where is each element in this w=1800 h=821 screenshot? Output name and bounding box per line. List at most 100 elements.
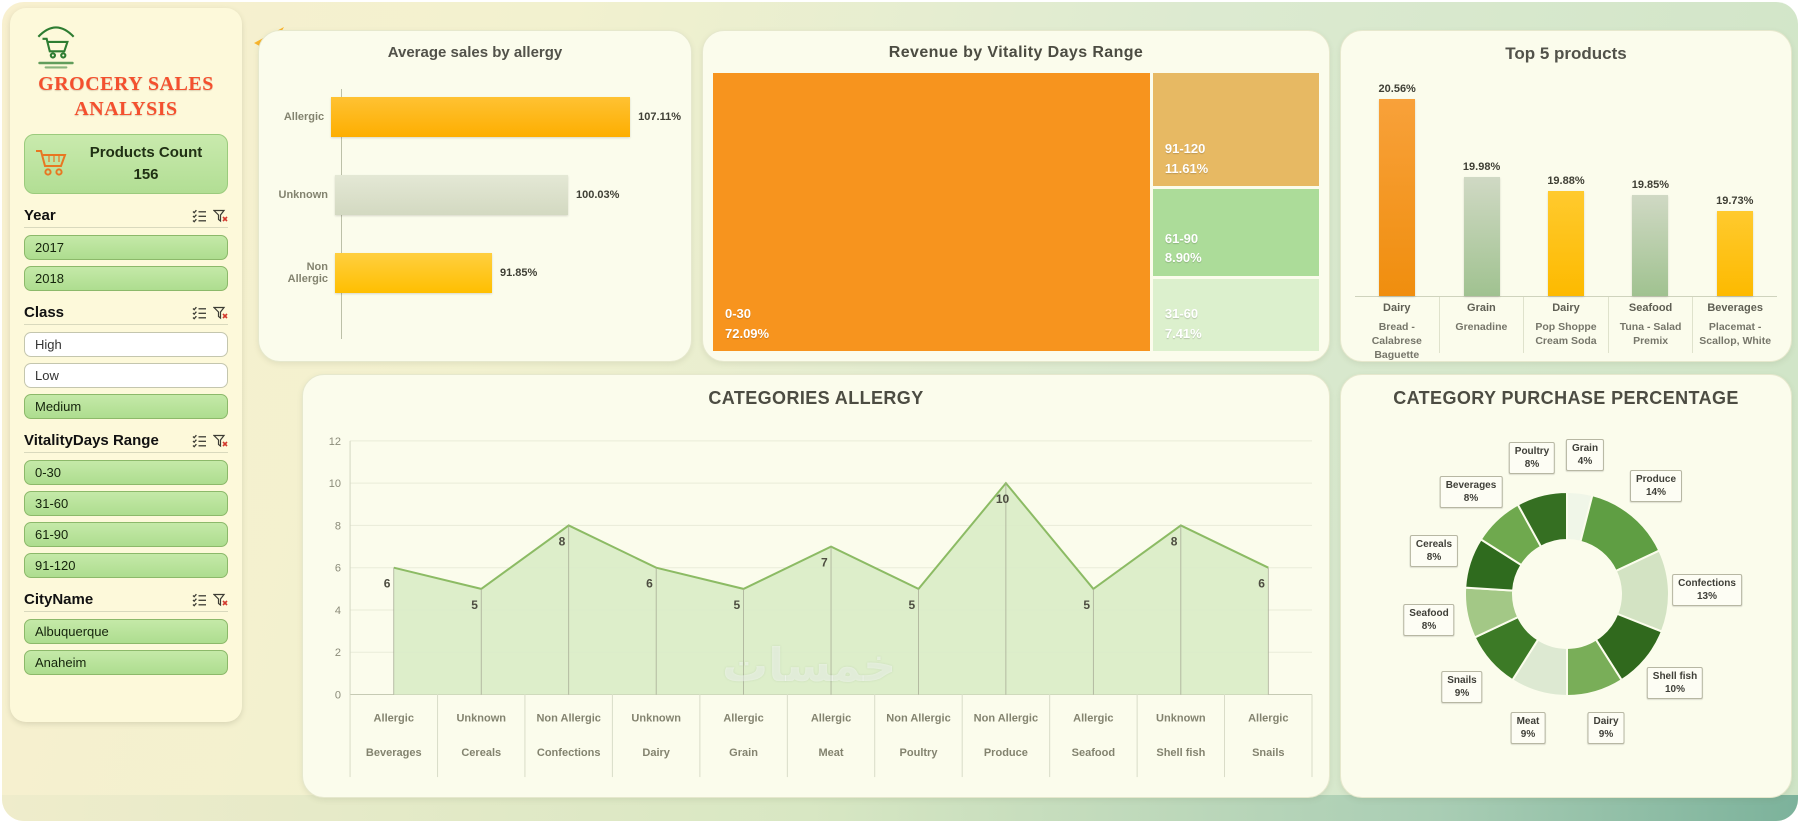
clear-filter-icon[interactable] [213,306,228,320]
column-bar[interactable] [1463,177,1500,296]
svg-text:Non Allergic: Non Allergic [974,712,1038,724]
svg-text:Non Allergic: Non Allergic [886,712,950,724]
svg-text:0: 0 [335,690,341,702]
svg-text:5: 5 [471,598,478,612]
svg-text:5: 5 [1083,598,1090,612]
donut-label-produce: Produce 14% [1629,470,1683,502]
hbar-row: Unknown 100.03% [271,175,681,215]
slicer-item-61-90[interactable]: 61-90 [24,522,228,547]
slicer-item-low[interactable]: Low [24,363,228,388]
category-label: Allergic [283,111,325,123]
panel-revenue-by-vitality: Revenue by Vitality Days Range 0-30 72.09… [702,30,1330,362]
column-label-cell: Grain Grenadine [1438,297,1524,353]
svg-text:Dairy: Dairy [642,747,670,759]
chart-title-top5: Top 5 products [1505,44,1627,63]
svg-text:Allergic: Allergic [811,712,851,724]
svg-text:Grain: Grain [729,747,758,759]
svg-text:Confections: Confections [537,747,601,759]
bar-track: 100.03% [335,175,681,215]
slicer-header: Class [24,304,228,325]
svg-text:Beverages: Beverages [366,747,422,759]
svg-text:Allergic: Allergic [1248,712,1288,724]
column-label-cell: Seafood Tuna - Salad Premix [1607,297,1693,353]
donut-label-shell-fish: Shell fish 10% [1646,667,1704,699]
clear-filter-icon[interactable] [213,593,228,607]
svg-text:Unknown: Unknown [456,712,506,724]
column-bar[interactable] [1632,195,1669,296]
shopping-cart-icon [35,147,69,182]
bar-unknown[interactable] [335,175,568,215]
column-bread-calabrese-baguette: 20.56% [1379,83,1416,296]
treemap-chart: 0-30 72.09% 91-120 11.61% 61-90 8.90% 31-60 7.4… [713,73,1319,351]
column-bar[interactable] [1547,191,1584,296]
column-product-label: Placemat - Scallop, White [1699,321,1772,348]
slicer-title: Class [24,304,65,321]
checklist-icon[interactable] [192,209,207,223]
donut-label-beverages: Beverages 8% [1439,476,1503,508]
slicer-item-31-60[interactable]: 31-60 [24,491,228,516]
slicer-cityname: CityName Albuquerque Anaheim [24,591,228,675]
hbar-chart: Allergic 107.11% Unknown 100.03% Non Allergi… [271,83,681,345]
slicer-item-anaheim[interactable]: Anaheim [24,650,228,675]
clear-filter-icon[interactable] [213,434,228,448]
clear-filter-icon[interactable] [213,209,228,223]
bar-value-label: 91.85% [500,267,538,279]
treemap-block-61-90[interactable]: 61-90 8.90% [1152,189,1319,276]
products-count-label: Products Count [89,144,203,162]
column-bar[interactable] [1379,99,1416,296]
bar-non-allergic[interactable] [335,253,492,293]
svg-text:6: 6 [646,577,653,591]
slicer-item-91-120[interactable]: 91-120 [24,553,228,578]
svg-text:Allergic: Allergic [723,712,763,724]
column-product-label: Tuna - Salad Premix [1619,321,1682,348]
slicer-item-high[interactable]: High [24,332,228,357]
slicer-item-2018[interactable]: 2018 [24,266,228,291]
checklist-icon[interactable] [192,593,207,607]
donut-label-meat: Meat 9% [1510,712,1546,744]
bar-value-label: 100.03% [576,189,620,201]
svg-text:Non Allergic: Non Allergic [536,712,600,724]
svg-text:Unknown: Unknown [1156,712,1206,724]
area-chart[interactable]: 0 2 4 6 8 10 12 6 5 8 6 5 7 5 10 5 8 6 Allergic Unknown Non … [315,421,1317,789]
column-value-label: 20.56% [1378,83,1416,95]
treemap-block-0-30[interactable]: 0-30 72.09% [713,73,1150,351]
column-value-label: 19.73% [1716,195,1754,207]
checklist-icon[interactable] [192,306,207,320]
treemap-block-31-60[interactable]: 31-60 7.41% [1152,278,1319,351]
panel-top5-products: Top 5 products 20.56% 19.98% 19.88% 19.85% 1… [1340,30,1792,362]
slicer-item-0-30[interactable]: 0-30 [24,460,228,485]
column-product-label: Pop Shoppe Cream Soda [1535,321,1597,348]
svg-text:6: 6 [384,577,391,591]
slicer-item-albuquerque[interactable]: Albuquerque [24,619,228,644]
svg-text:7: 7 [821,556,828,570]
treemap-label: 31-60 7.41% [1164,306,1202,341]
slicer-title: Year [24,207,56,224]
svg-text:Snails: Snails [1252,747,1284,759]
sidebar: GROCERY SALES ANALYSIS Products Count 15… [10,8,242,722]
donut-label-seafood: Seafood 8% [1403,604,1455,636]
checklist-icon[interactable] [192,434,207,448]
column-bar[interactable] [1716,211,1753,296]
panel-category-purchase: CATEGORY PURCHASE PERCENTAGE Grain 4% Prod… [1340,374,1792,798]
app-title: GROCERY SALES ANALYSIS [38,73,214,120]
slicer-item-2017[interactable]: 2017 [24,235,228,260]
svg-text:6: 6 [1258,577,1265,591]
donut-label-confections: Confections 13% [1672,574,1742,606]
column-label-cell: Dairy Pop Shoppe Cream Soda [1523,297,1608,353]
bar-allergic[interactable] [331,97,631,137]
products-count-value: 156 [133,166,159,183]
treemap-block-91-120[interactable]: 91-120 11.61% [1152,73,1319,187]
column-product-label: Bread - Calabrese Baguette [1371,321,1422,362]
hbar-row: Non Allergic 91.85% [271,253,681,293]
donut-label-cereals: Cereals 8% [1409,535,1459,567]
donut-label-snails: Snails 9% [1441,671,1483,703]
svg-text:10: 10 [329,478,341,490]
svg-text:6: 6 [335,563,341,575]
treemap-label: 61-90 8.90% [1164,230,1202,266]
column-group-label: Dairy [1383,302,1411,314]
slicer-item-medium[interactable]: Medium [24,394,228,419]
panel-average-sales-by-allergy: Average sales by allergy Allergic 107.11%… [258,30,692,362]
donut-slice-poultry[interactable] [1516,490,1568,549]
column-value-label: 19.98% [1462,161,1501,173]
chart-title-revenue-vitality: Revenue by Vitality Days Range [888,44,1144,61]
